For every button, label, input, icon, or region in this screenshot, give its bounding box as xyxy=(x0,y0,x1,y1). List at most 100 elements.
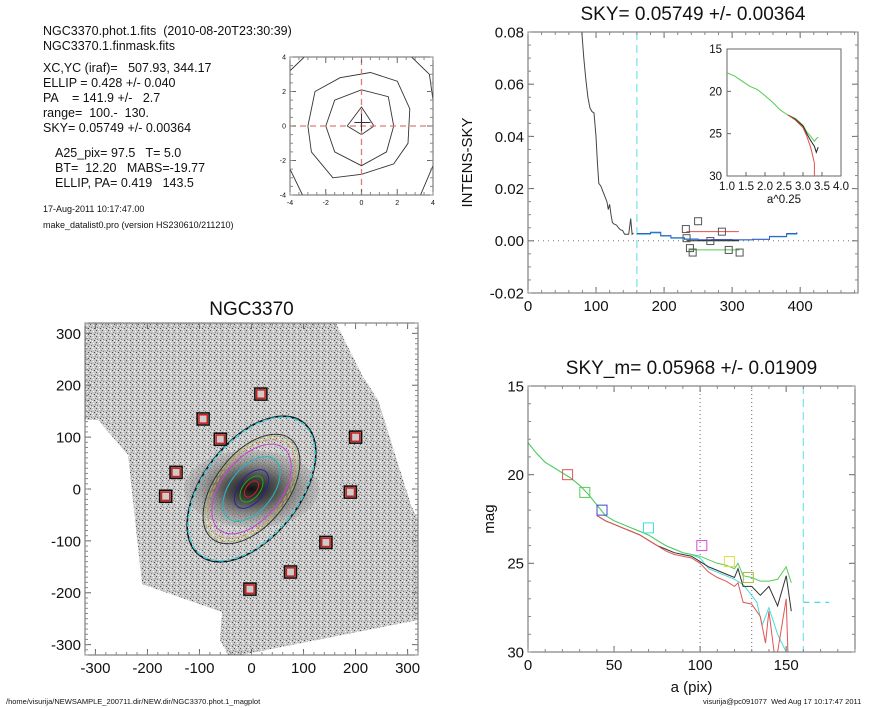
sky-box-marker xyxy=(735,248,744,257)
mag-box-marker xyxy=(596,504,608,516)
inset-series-line xyxy=(726,72,819,143)
derived-a25: A25_pix= 97.5 T= 5.0 xyxy=(55,146,182,160)
isophote-ellipse xyxy=(204,435,299,543)
intens-sky-plot: SKY= 0.05749 +/- 0.00364 INTENS-SKY 0 100 20… xyxy=(459,4,859,315)
center-contour-plot: -4 -2 0 2 4 -4 -2 0 2 4 xyxy=(280,55,435,207)
sky-box-inner xyxy=(350,432,361,443)
isophote-ellipse xyxy=(207,439,296,539)
mag-ytick-label: 20 xyxy=(507,467,524,484)
derived-bt: BT= 12.20 MABS=-19.77 xyxy=(55,161,206,175)
galaxy-xtick-label: 0 xyxy=(247,660,255,677)
galaxy-image-plot: NGC3370 -300 -200 -100 0 100 200 300 -300 -200 -10… xyxy=(51,299,420,677)
intens-ytick-label: 0.02 xyxy=(495,181,524,198)
contour-xtick-label: 2 xyxy=(395,200,399,207)
mag-box-marker xyxy=(742,572,754,584)
inset-xtick-label: 2.5 xyxy=(776,181,792,193)
inset-ytick-label: 15 xyxy=(709,44,722,56)
galaxy-ytick-label: -300 xyxy=(51,637,81,654)
image-footprint-upper xyxy=(85,323,140,420)
intens-ytick-label: 0.00 xyxy=(495,233,524,250)
intens-xtick-label: 100 xyxy=(584,298,609,315)
sky-box-inner xyxy=(244,584,255,595)
mag-frame xyxy=(527,385,856,653)
footer-path: /home/visurija/NEWSAMPLE_200711.dir/NEW.… xyxy=(6,697,261,706)
sky-box-marker xyxy=(682,234,691,243)
sky-box-inner xyxy=(345,487,356,498)
isophote-ellipse xyxy=(211,443,292,535)
sky-box-marker xyxy=(694,217,703,226)
galaxy-ytick-label: -200 xyxy=(51,585,81,602)
inset-xtick-label: 2.0 xyxy=(757,181,773,193)
mag-xtick-label: 150 xyxy=(774,657,799,674)
mag-box-marker xyxy=(642,522,654,534)
intens-xtick-label: 0 xyxy=(524,298,532,315)
intens-ytick-label: 0.08 xyxy=(495,24,524,41)
mag-series-green xyxy=(528,442,792,583)
galaxy-ytick-label: 0 xyxy=(73,481,81,498)
galaxy-xtick-label: -300 xyxy=(80,660,110,677)
sky-box-inner xyxy=(285,566,296,577)
mag-box-marker xyxy=(562,469,574,481)
galaxy-title: NGC3370 xyxy=(209,299,294,320)
isophote-ellipse xyxy=(187,416,316,562)
intens-profile-line xyxy=(581,31,634,236)
sky-box-marker xyxy=(717,227,726,236)
mag-series-red xyxy=(596,515,789,652)
sky-box-marker xyxy=(706,237,715,246)
inset-xtick-label: 4.0 xyxy=(833,181,849,193)
contour-line xyxy=(307,72,411,179)
intens-ytick-label: 0.04 xyxy=(495,129,524,146)
mag-series-cyan xyxy=(528,442,787,652)
program-version: make_datalist0.pro (version HS230610/211… xyxy=(43,220,234,230)
param-sky: SKY= 0.05749 +/- 0.00364 xyxy=(43,121,192,135)
mag-xtick-label: 0 xyxy=(524,657,532,674)
contour-ytick-label: -2 xyxy=(280,158,286,165)
mask-filename: NGC3370.1.finmask.fits xyxy=(43,39,175,53)
mag-xlabel: a (pix) xyxy=(671,679,713,696)
mag-profile-plot: SKY_m= 0.05968 +/- 0.01909 mag a (pix) 0 50 1… xyxy=(481,358,856,696)
isophote-ellipse xyxy=(239,475,264,503)
contour-line xyxy=(325,89,395,167)
galaxy-body xyxy=(183,450,320,528)
sky-box-marker xyxy=(685,244,694,253)
contour-line xyxy=(290,168,303,195)
mag-ytick-label: 15 xyxy=(507,378,524,395)
galaxy-xtick-label: 100 xyxy=(291,660,316,677)
inset-series-line xyxy=(787,114,819,154)
inset-xtick-label: 1.5 xyxy=(738,181,754,193)
mag-ytick-label: 30 xyxy=(507,644,524,661)
run-date: 17-Aug-2011 10:17:47.00 xyxy=(43,204,145,214)
inset-xtick-label: 1.0 xyxy=(719,181,735,193)
inset-xlabel: a^0.25 xyxy=(767,194,801,206)
param-range: range= 100.- 130. xyxy=(43,106,149,120)
galaxy-ytick-label: -100 xyxy=(51,533,81,550)
isophote-ellipse xyxy=(233,469,270,509)
galaxy-ytick-label: 200 xyxy=(56,378,81,395)
contour-ytick-label: 0 xyxy=(282,124,286,131)
mag-ytick-label: 25 xyxy=(507,556,524,573)
isophote-ellipse xyxy=(202,433,301,545)
inset-xtick-label: 3.5 xyxy=(814,181,830,193)
sky-box-marker xyxy=(681,225,690,234)
contour-xtick-label: -2 xyxy=(323,200,329,207)
sky-box-inner xyxy=(160,491,171,502)
intens-ylabel: INTENS-SKY xyxy=(459,117,476,207)
galaxy-ytick-label: 300 xyxy=(56,326,81,343)
contour-line xyxy=(420,165,433,195)
inset-ytick-label: 20 xyxy=(709,86,722,98)
param-ellip: ELLIP = 0.428 +/- 0.040 xyxy=(43,76,176,90)
mag-xtick-label: 50 xyxy=(606,657,623,674)
intens-xtick-label: 200 xyxy=(652,298,677,315)
mag-plot-area xyxy=(528,386,830,652)
sky-box-inner xyxy=(320,537,331,548)
contour-xtick-label: 4 xyxy=(431,200,435,207)
param-pa: PA = 141.9 +/- 2.7 xyxy=(43,91,161,105)
contour-ytick-label: -4 xyxy=(280,193,286,200)
contour-ytick-label: 4 xyxy=(282,55,286,62)
contour-xtick-label: -4 xyxy=(287,200,293,207)
fits-filename: NGC3370.phot.1.fits (2010-08-20T23:30:39… xyxy=(43,24,292,38)
contour-ytick-label: 2 xyxy=(282,89,286,96)
galaxy-image xyxy=(85,323,418,655)
isophote-ellipse xyxy=(243,480,260,498)
inset-ytick-label: 30 xyxy=(709,171,722,183)
